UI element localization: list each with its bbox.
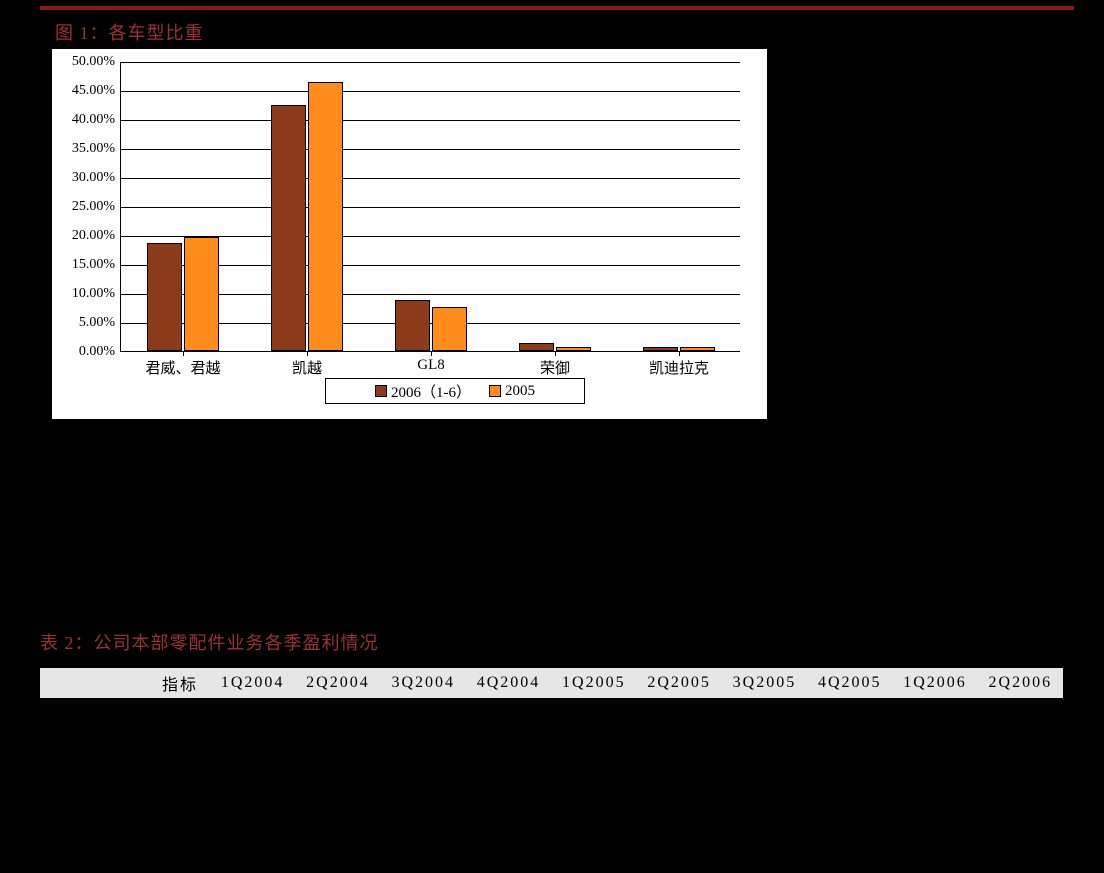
y-axis-tick-label: 0.00% bbox=[79, 344, 115, 360]
legend-label: 2005 bbox=[505, 383, 535, 400]
figure-1-title: 图 1：各车型比重 bbox=[55, 19, 204, 45]
legend-swatch bbox=[375, 385, 387, 397]
y-axis-tick-label: 45.00% bbox=[72, 83, 115, 99]
table-column-header: 2Q2005 bbox=[636, 674, 721, 692]
table-2-title: 表 2：公司本部零配件业务各季盈利情况 bbox=[40, 629, 379, 655]
y-axis-tick-label: 10.00% bbox=[72, 286, 115, 302]
y-axis-tick-label: 5.00% bbox=[79, 315, 115, 331]
chart-gridline bbox=[121, 149, 740, 150]
legend-item: 2005 bbox=[489, 383, 535, 400]
y-axis-tick-label: 30.00% bbox=[72, 170, 115, 186]
table-column-header: 1Q2004 bbox=[210, 674, 295, 692]
chart-bar bbox=[556, 347, 591, 351]
y-axis-tick-label: 20.00% bbox=[72, 228, 115, 244]
top-divider bbox=[40, 6, 1074, 10]
chart-gridline bbox=[121, 120, 740, 121]
x-axis-tick-mark bbox=[555, 351, 556, 356]
table-column-header: 1Q2005 bbox=[551, 674, 636, 692]
chart-bar bbox=[432, 307, 467, 351]
table-column-header: 1Q2006 bbox=[892, 674, 977, 692]
figure-1-chart: 0.00% 5.00% 10.00% 15.00% 20.00% 25.00% 30.00%… bbox=[52, 49, 767, 419]
y-axis-tick-label: 35.00% bbox=[72, 141, 115, 157]
table-column-header: 4Q2004 bbox=[466, 674, 551, 692]
chart-bar bbox=[184, 237, 219, 351]
y-axis-tick-label: 40.00% bbox=[72, 112, 115, 128]
chart-gridline bbox=[121, 178, 740, 179]
chart-gridline bbox=[121, 91, 740, 92]
x-axis-category-label: GL8 bbox=[417, 357, 445, 374]
legend-label: 2006（1-6） bbox=[391, 381, 471, 402]
x-axis-category-label: 凯越 bbox=[292, 357, 322, 378]
chart-bar bbox=[395, 300, 430, 351]
table-column-header: 2Q2004 bbox=[295, 674, 380, 692]
table-column-header: 3Q2005 bbox=[722, 674, 807, 692]
chart-gridline bbox=[121, 207, 740, 208]
x-axis-tick-mark bbox=[679, 351, 680, 356]
chart-bar bbox=[643, 347, 678, 351]
y-axis-tick-label: 50.00% bbox=[72, 54, 115, 70]
y-axis-tick-label: 25.00% bbox=[72, 199, 115, 215]
x-axis-category-label: 凯迪拉克 bbox=[649, 357, 709, 378]
chart-bar bbox=[680, 347, 715, 351]
chart-legend: 2006（1-6） 2005 bbox=[325, 378, 585, 404]
chart-plot-area: 0.00%5.00%10.00%15.00%20.00%25.00%30.00%… bbox=[120, 62, 740, 352]
table-column-header: 4Q2005 bbox=[807, 674, 892, 692]
table-column-header: 2Q2006 bbox=[978, 674, 1063, 692]
x-axis-category-label: 君威、君越 bbox=[145, 357, 220, 378]
x-axis-tick-mark bbox=[183, 351, 184, 356]
x-axis-tick-mark bbox=[307, 351, 308, 356]
chart-bar bbox=[308, 82, 343, 351]
table-column-header: 指标 bbox=[40, 671, 210, 695]
x-axis-category-label: 荣御 bbox=[540, 357, 570, 378]
chart-gridline bbox=[121, 62, 740, 63]
y-axis-tick-label: 15.00% bbox=[72, 257, 115, 273]
legend-swatch bbox=[489, 385, 501, 397]
chart-bar bbox=[271, 105, 306, 352]
x-axis-tick-mark bbox=[431, 351, 432, 356]
table-2-header: 指标1Q20042Q20043Q20044Q20041Q20052Q20053Q… bbox=[40, 668, 1063, 698]
chart-bar bbox=[519, 343, 554, 351]
legend-item: 2006（1-6） bbox=[375, 381, 471, 402]
table-column-header: 3Q2004 bbox=[381, 674, 466, 692]
chart-bar bbox=[147, 243, 182, 351]
